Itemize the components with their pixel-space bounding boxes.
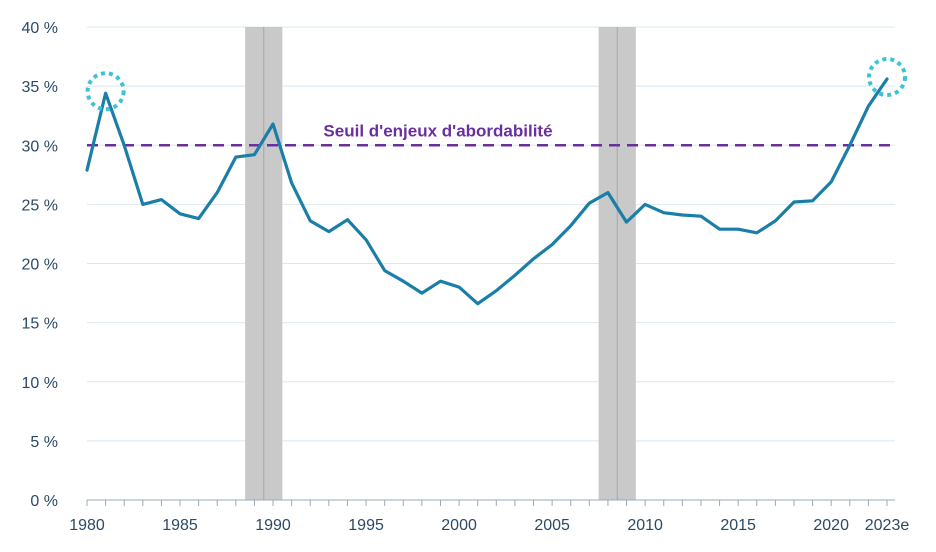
x-tick-label: 1980 [69,517,105,534]
y-tick-label: 5 % [30,434,58,451]
recession-bands [245,27,636,500]
y-tick-label: 35 % [22,79,58,96]
y-tick-label: 25 % [22,197,58,214]
x-tick-label: 2010 [627,517,663,534]
x-tick-label: 1985 [162,517,198,534]
y-tick-label: 20 % [22,257,58,274]
y-tick-label: 15 % [22,316,58,333]
x-tick-label: 1995 [348,517,384,534]
y-axis-tick-labels: 0 % 5 % 10 % 15 % 20 % 25 % 30 % 35 % 40 % [22,20,58,510]
x-tick-label: 1990 [255,517,291,534]
y-tick-label: 30 % [22,138,58,155]
x-axis [86,499,895,506]
highlight-circle [867,57,907,98]
highlight-circle [85,71,126,112]
x-tick-label: 2000 [441,517,477,534]
x-axis-tick-labels: 1980 1985 1990 1995 2000 2005 2010 2015 2020 2023… [69,517,909,534]
x-tick-label: 2020 [813,517,849,534]
x-tick-label: 2015 [720,517,756,534]
x-tick-label: 2023e [865,517,910,534]
threshold-label: Seuil d'enjeux d'abordabilité [323,121,552,140]
series-line [85,77,889,306]
series-group [85,77,889,306]
highlight-circles [85,57,907,112]
x-tick-label: 2005 [534,517,570,534]
grid-lines [87,26,895,442]
y-tick-label: 0 % [30,493,58,510]
y-tick-label: 10 % [22,375,58,392]
y-tick-label: 40 % [22,20,58,37]
threshold-group: Seuil d'enjeux d'abordabilité [87,121,895,147]
